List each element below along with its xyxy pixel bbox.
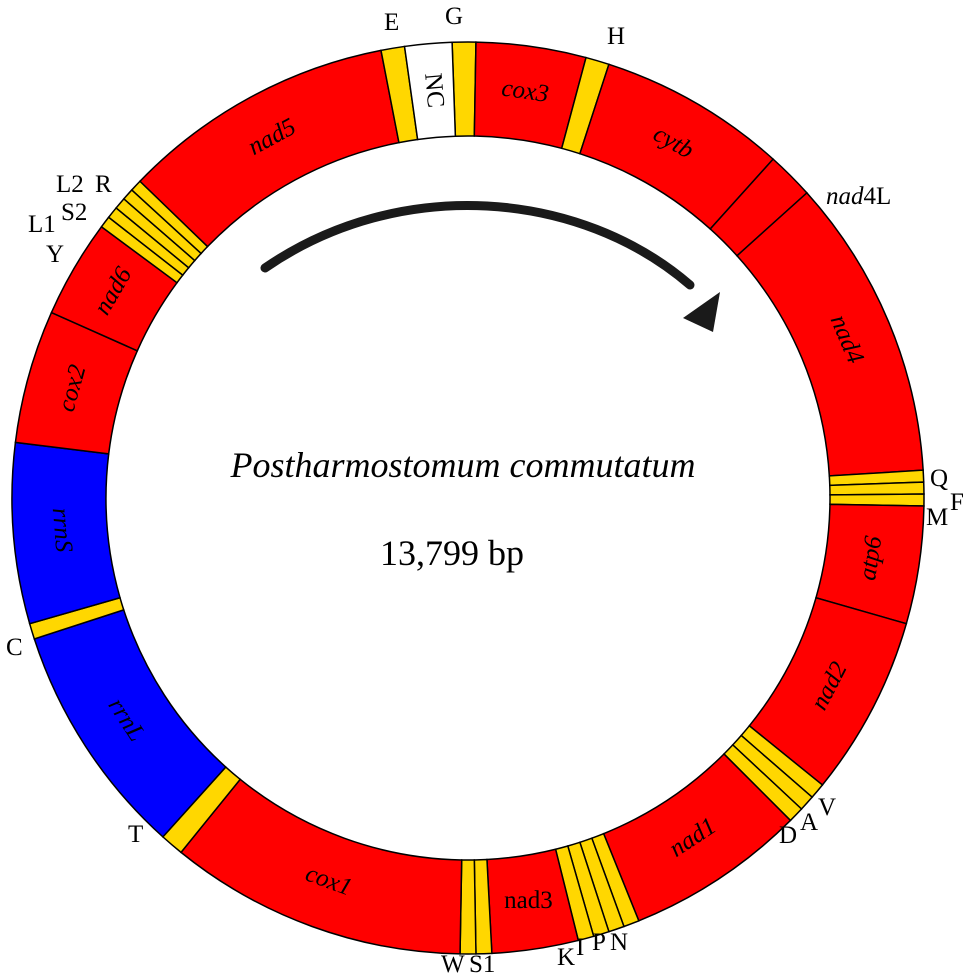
- label-trna-t: T: [128, 821, 143, 848]
- label-trna-a: A: [800, 809, 818, 836]
- arrowhead-icon: [683, 292, 720, 332]
- label-trna-h: H: [607, 23, 625, 50]
- segment-g: [451, 41, 477, 137]
- segment-nad4: [735, 191, 924, 477]
- label-trna-y: Y: [46, 241, 64, 268]
- label-trna-l1: L1: [28, 211, 56, 238]
- label-trna-f: F: [950, 489, 964, 516]
- label-trna-c: C: [6, 634, 23, 661]
- label-atp6: atp6: [854, 534, 887, 582]
- label-nad3: nad3: [504, 887, 553, 914]
- segment-labels: cox3cytbnad4atp6nad2nad1nad3cox1rrnLrrnS…: [47, 72, 888, 914]
- genome-size: 13,799 bp: [380, 533, 524, 573]
- label-trna-k: K: [557, 944, 575, 971]
- label-trna-v: V: [818, 794, 836, 821]
- label-cox3: cox3: [500, 75, 551, 108]
- label-rrns: rrnS: [47, 507, 77, 554]
- label-trna-r: R: [95, 171, 112, 198]
- segment-w: [459, 859, 477, 955]
- label-trna-s1: S1: [469, 951, 495, 978]
- label-trna-d: D: [779, 822, 797, 849]
- label-trna-g: G: [445, 3, 463, 30]
- label-nad4l: nad4L: [826, 183, 891, 210]
- label-trna-n: N: [610, 929, 628, 956]
- label-trna-s2: S2: [61, 199, 87, 226]
- label-trna-e: E: [384, 9, 399, 36]
- segment-nc: [403, 41, 457, 141]
- label-nc: NC: [419, 72, 449, 109]
- label-trna-l2: L2: [56, 171, 84, 198]
- label-trna-w: W: [441, 951, 465, 978]
- label-trna-p: P: [592, 929, 606, 956]
- genome-title: Postharmostomum commutatum: [230, 445, 696, 485]
- genome-ring: [11, 41, 925, 955]
- label-trna-q: Q: [930, 465, 948, 492]
- label-trna-i: I: [576, 934, 584, 961]
- direction-arrow: [260, 201, 695, 290]
- label-trna-m: M: [926, 504, 948, 531]
